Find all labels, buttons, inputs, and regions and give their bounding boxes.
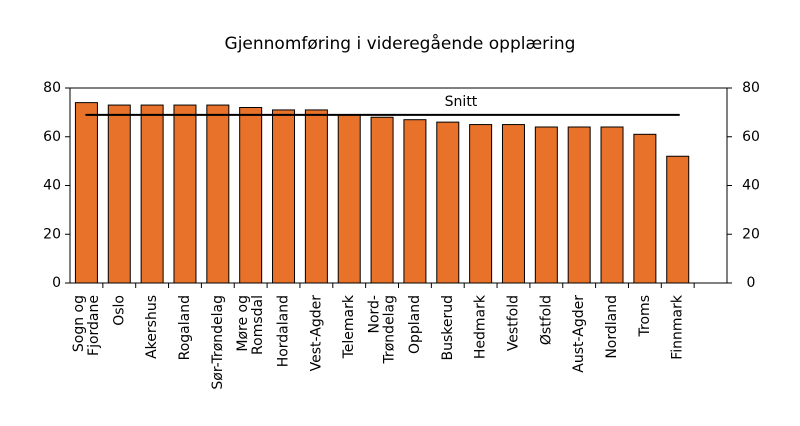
bar — [600, 126, 624, 284]
reference-label: Snitt — [445, 94, 478, 110]
bar — [436, 121, 460, 284]
x-tick-label: Nord-Trøndelag — [367, 295, 398, 365]
bar — [304, 109, 328, 284]
bar — [140, 104, 164, 284]
bar — [534, 126, 558, 284]
bar — [633, 133, 657, 284]
x-tick-label: Buskerud — [440, 295, 456, 361]
bar — [666, 155, 690, 284]
y-tick-label: 40 — [43, 178, 61, 194]
x-tick-label: Troms — [637, 295, 653, 337]
x-tick-label: Oppland — [407, 295, 423, 354]
x-tick-label: Akershus — [144, 295, 160, 359]
x-tick-label: Nordland — [604, 295, 620, 359]
x-tick-label: Hordaland — [276, 295, 292, 367]
x-tick-label: Vestfold — [505, 295, 521, 351]
y2-tick-label: 80 — [742, 80, 760, 96]
bar — [337, 114, 361, 284]
bar — [239, 107, 263, 284]
x-tick-label: Vest-Agder — [308, 295, 324, 372]
x-tick-label: Rogaland — [177, 295, 193, 360]
chart-title: Gjennomføring i videregående opplæring — [225, 33, 576, 54]
bar — [501, 124, 525, 284]
y2-tick-label: 40 — [742, 178, 760, 194]
x-tick-label: Hedmark — [473, 294, 489, 359]
y2-tick-label: 60 — [742, 129, 760, 145]
bar — [567, 126, 591, 284]
bar — [469, 124, 493, 284]
y2-tick-label: 0 — [747, 275, 756, 291]
x-tick-label: Møre ogRomsdal — [235, 295, 266, 355]
x-tick-label: Sør-Trøndelag — [210, 295, 226, 390]
bar — [206, 104, 230, 284]
bar — [74, 102, 98, 284]
bar — [272, 109, 296, 284]
x-tick-label: Oslo — [111, 295, 127, 326]
x-tick-label: Østfold — [538, 295, 554, 345]
bar — [107, 104, 131, 284]
y-tick-label: 80 — [43, 80, 61, 96]
y-tick-label: 60 — [43, 129, 61, 145]
y-tick-label: 20 — [43, 226, 61, 242]
x-tick-label: Telemark — [341, 294, 357, 359]
x-tick-label: Finnmark — [670, 294, 686, 360]
x-tick-label: Sogn ogFjordane — [71, 295, 102, 356]
bar — [403, 119, 427, 284]
bar — [173, 104, 197, 284]
bar — [370, 116, 394, 284]
y2-tick-label: 20 — [742, 226, 760, 242]
plot-frame — [69, 87, 728, 284]
y-tick-label: 0 — [52, 275, 61, 291]
x-tick-label: Aust-Agder — [571, 295, 587, 373]
